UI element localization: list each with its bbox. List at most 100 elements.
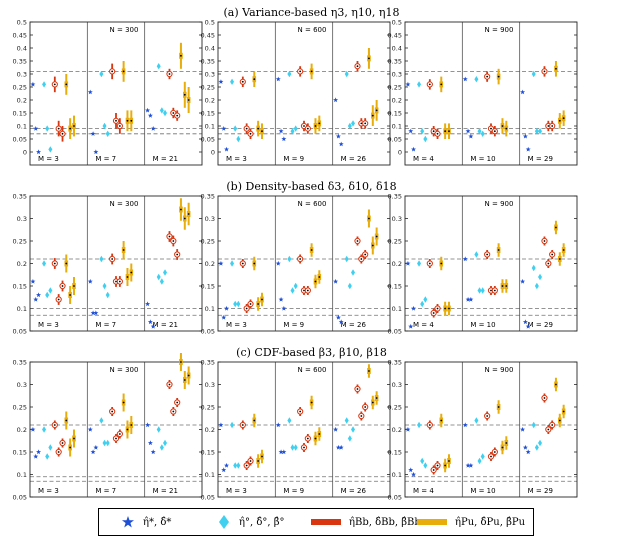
star-point [468,296,474,302]
star-point [145,301,151,307]
star-point [335,133,341,139]
panel-frame [217,361,391,498]
star-point [224,305,230,311]
y-tick-label: 0.5 [205,19,215,27]
star-point [520,278,526,284]
star-point [520,426,526,432]
bb-point-center [57,298,60,301]
bb-point-center [53,262,56,265]
bb-point-center [432,312,435,314]
diamond-point [45,453,50,460]
star-point [462,76,468,82]
n-label: N = 600 [298,200,327,208]
diamond-point [420,128,425,135]
y-tick-label: 0.05 [388,328,402,336]
star-point [408,323,414,329]
pu-point [448,307,450,310]
y-tick-label: 0.25 [201,84,215,92]
bb-point-center [176,401,179,404]
bb-point-center [53,83,56,86]
bb-point-center [364,253,367,256]
y-tick-label: 0.5 [392,19,402,27]
star-point [87,278,93,284]
star-point [275,422,281,428]
diamond-point [351,120,356,127]
diamond-point [480,130,485,137]
diamond-point [42,260,47,267]
section-title-b: (b) Density-based δ3, δ10, δ18 [226,180,397,193]
pu-point [126,428,129,431]
bb-point-center [428,424,431,426]
y-tick-label: 0.25 [388,238,402,246]
diamond-point [480,453,485,460]
n-label: N = 600 [298,366,327,374]
pu-point [444,307,447,310]
pu-point [253,78,256,81]
pu-point [555,67,557,70]
m-label: M = 10 [470,487,495,495]
star-point [405,426,411,432]
pu-point [501,285,504,287]
m-label: M = 26 [341,321,367,329]
bb-point-center [299,70,302,73]
bb-point-center [428,83,431,86]
pu-point [183,217,186,220]
y-tick-label: 0.1 [392,305,402,313]
diamond-point [99,417,104,424]
panel-c-900: 0.05 0.1 0.15 0.2 0.25 0.3 0.35 N = 900 M = 4 M =… [388,359,578,502]
diamond-point [534,282,539,290]
panel-frame [29,21,203,166]
pu-point [180,361,182,363]
bb-point-center [436,464,439,467]
y-tick-label: 0.25 [388,404,402,412]
pu-point [253,262,256,265]
diamond-point [159,107,164,114]
diamond-point [99,70,104,78]
diamond-point [477,457,482,465]
y-tick-label: 0.05 [13,328,27,336]
bb-point-center [303,289,305,292]
y-tick-label: 0.1 [205,305,215,313]
y-tick-label: 0.35 [13,359,27,367]
diamond-point [159,444,164,451]
diamond-point [290,444,295,451]
m-label: M = 26 [341,487,367,495]
star-point [30,81,36,87]
legend-label-diamond: η̂°, δ̂°, β̂° [239,516,285,528]
bb-point-center [360,258,363,260]
panel-frame [404,195,578,332]
pu-point [314,280,317,283]
bb-point-center [306,437,309,440]
n-label: N = 300 [110,26,139,34]
y-tick-label: 0.15 [201,283,215,291]
bb-point-center [172,410,175,413]
diamond-point [420,300,425,308]
diamond-point [48,287,53,294]
panel-a-300: 0 0.05 0.1 0.15 0.2 0.25 0.3 0.35 0.4 0.45 0.5 N = … [13,19,203,166]
diamond-point [351,426,356,433]
y-tick-label: 0.35 [388,359,402,367]
bb-point-center [360,122,363,125]
diamond-point [45,125,50,132]
y-tick-label: 0.25 [388,84,402,92]
bb-point-center [53,424,56,426]
pu-point [180,208,182,211]
star-point [30,426,36,432]
pu-point [257,460,260,462]
star-point [408,467,414,473]
star-point [278,128,284,134]
bb-point-center [115,280,117,283]
y-tick-label: 0.3 [205,71,215,79]
bb-point-center [172,240,175,242]
star-point [93,149,99,155]
bb-point-center [168,73,171,75]
star-point [411,305,417,311]
pu-point [130,119,133,122]
diamond-point [287,70,292,78]
bb-point-center [356,240,359,242]
star-point [221,467,227,473]
pu-point [310,70,313,73]
bb-point-center [61,442,64,444]
pu-point [261,130,263,133]
star-point [338,444,344,450]
